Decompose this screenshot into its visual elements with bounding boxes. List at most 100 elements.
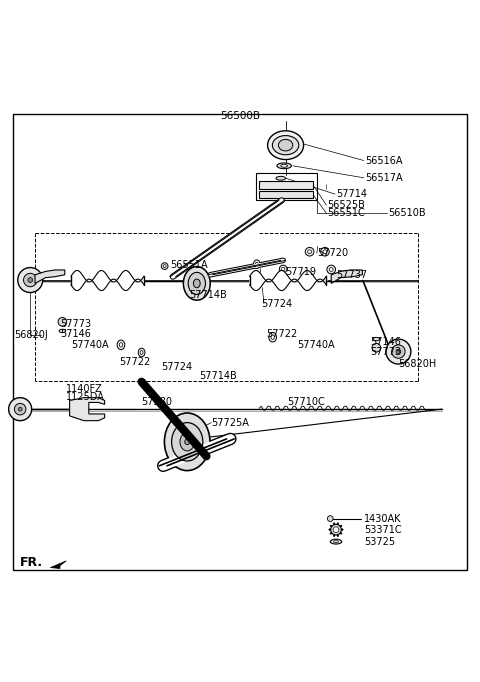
Ellipse shape [193, 279, 200, 288]
Bar [259, 191, 313, 198]
Circle shape [333, 535, 335, 537]
Text: 1140FZ: 1140FZ [66, 384, 103, 394]
Text: 57719: 57719 [286, 267, 317, 278]
Circle shape [329, 529, 331, 531]
Ellipse shape [323, 250, 327, 254]
Text: 57773: 57773 [371, 347, 402, 357]
Ellipse shape [276, 177, 286, 180]
Ellipse shape [271, 335, 275, 340]
Ellipse shape [281, 267, 285, 271]
Circle shape [337, 522, 339, 524]
Text: 56820H: 56820H [398, 359, 437, 369]
Ellipse shape [321, 248, 329, 256]
Ellipse shape [188, 272, 205, 295]
Ellipse shape [330, 539, 342, 544]
Circle shape [340, 533, 342, 534]
Circle shape [18, 267, 43, 293]
Ellipse shape [185, 439, 190, 445]
Ellipse shape [327, 265, 336, 273]
Bar [259, 181, 313, 189]
Circle shape [330, 533, 332, 534]
Ellipse shape [277, 163, 291, 168]
Circle shape [28, 278, 33, 282]
Ellipse shape [331, 524, 341, 535]
Circle shape [386, 339, 411, 364]
Text: 56517A: 56517A [365, 173, 402, 183]
Polygon shape [35, 270, 65, 284]
Ellipse shape [117, 340, 125, 350]
Ellipse shape [333, 527, 339, 533]
Ellipse shape [278, 139, 293, 151]
Text: 57740A: 57740A [298, 340, 335, 350]
Text: 56551C: 56551C [327, 208, 365, 218]
Circle shape [9, 398, 32, 421]
Text: 57280: 57280 [142, 397, 173, 407]
Text: 57740A: 57740A [71, 340, 108, 350]
Text: 57714: 57714 [336, 189, 367, 199]
Text: 1430AK: 1430AK [364, 514, 401, 524]
Text: 57724: 57724 [262, 299, 293, 308]
Ellipse shape [269, 332, 276, 342]
Text: 1125DA: 1125DA [66, 392, 105, 402]
Polygon shape [331, 270, 362, 284]
Text: 57722: 57722 [119, 357, 150, 367]
Circle shape [372, 344, 381, 352]
Text: 56820J: 56820J [14, 330, 48, 340]
Ellipse shape [138, 349, 145, 357]
Circle shape [340, 525, 342, 527]
Text: 57773: 57773 [60, 319, 91, 329]
Text: 56551A: 56551A [170, 260, 208, 269]
Text: 56500B: 56500B [220, 111, 260, 121]
Text: 57714B: 57714B [190, 290, 228, 300]
Text: 53371C: 53371C [364, 524, 401, 535]
Ellipse shape [308, 250, 312, 254]
Polygon shape [70, 398, 105, 421]
Text: 57725A: 57725A [211, 417, 249, 428]
Text: 57722: 57722 [266, 329, 298, 339]
Circle shape [58, 318, 67, 326]
Text: 57720: 57720 [317, 248, 348, 258]
Circle shape [341, 529, 343, 531]
Ellipse shape [334, 541, 338, 543]
Ellipse shape [163, 265, 166, 267]
Ellipse shape [59, 329, 66, 333]
Text: 57737: 57737 [336, 270, 367, 280]
Text: 56510B: 56510B [388, 208, 425, 218]
Circle shape [392, 345, 405, 358]
Ellipse shape [140, 351, 143, 355]
Circle shape [14, 403, 26, 415]
Polygon shape [50, 561, 66, 569]
Circle shape [337, 535, 339, 537]
Ellipse shape [373, 338, 380, 341]
Circle shape [330, 525, 332, 527]
Ellipse shape [255, 263, 258, 266]
Text: 56516A: 56516A [365, 155, 402, 166]
Text: 53725: 53725 [364, 537, 395, 547]
Bar [256, 173, 317, 201]
Ellipse shape [329, 267, 333, 271]
Circle shape [18, 407, 22, 411]
Ellipse shape [180, 432, 194, 451]
Circle shape [396, 349, 401, 354]
Text: 57710C: 57710C [287, 398, 325, 407]
Ellipse shape [305, 248, 314, 256]
Ellipse shape [279, 265, 287, 273]
Ellipse shape [119, 342, 123, 347]
Text: 57146: 57146 [371, 338, 401, 347]
Ellipse shape [267, 131, 303, 160]
Ellipse shape [172, 423, 203, 461]
Ellipse shape [272, 136, 299, 155]
Ellipse shape [161, 263, 168, 269]
Text: FR.: FR. [20, 557, 43, 569]
Text: 57724: 57724 [161, 362, 192, 372]
Ellipse shape [281, 164, 288, 167]
Circle shape [327, 516, 333, 522]
Ellipse shape [164, 413, 210, 471]
Ellipse shape [183, 267, 210, 300]
Text: 56525B: 56525B [327, 200, 365, 210]
Ellipse shape [253, 260, 260, 269]
Circle shape [333, 522, 335, 524]
Text: 57146: 57146 [60, 329, 91, 339]
Circle shape [24, 273, 37, 286]
Text: 57714B: 57714B [199, 370, 237, 381]
